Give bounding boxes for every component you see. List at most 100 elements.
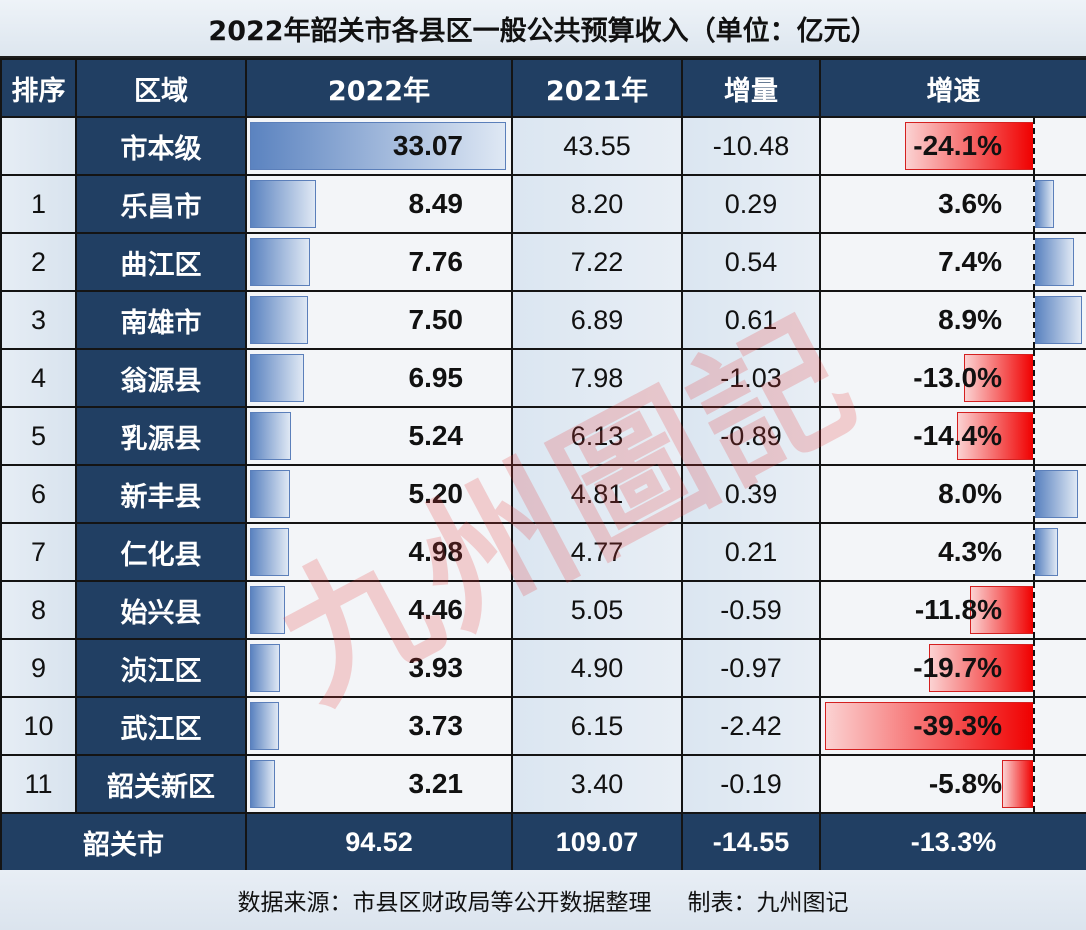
area-cell: 韶关新区: [75, 754, 247, 814]
footer-note: 数据来源：市县区财政局等公开数据整理 制表：九州图记: [0, 870, 1086, 930]
revenue-data-bar: [250, 470, 290, 518]
negative-growth-bar: [964, 354, 1033, 402]
total-area: 韶关市: [0, 812, 247, 872]
revenue-2021-cell: 6.89: [511, 290, 683, 350]
rank-cell: [0, 116, 77, 176]
header-rank: 排序: [0, 58, 77, 118]
revenue-2022-value: 4.46: [408, 594, 464, 625]
rank-cell: 10: [0, 696, 77, 756]
increase-cell: -0.19: [681, 754, 821, 814]
growth-cell: 4.3%: [819, 522, 1086, 582]
revenue-2022-cell: 4.46: [245, 580, 513, 640]
negative-growth-bar: [957, 412, 1033, 460]
growth-axis-line: [1033, 757, 1035, 811]
revenue-2021-cell: 7.98: [511, 348, 683, 408]
growth-cell: 7.4%: [819, 232, 1086, 292]
increase-cell: -0.97: [681, 638, 821, 698]
revenue-2021-cell: 5.05: [511, 580, 683, 640]
growth-axis-line: [1033, 293, 1035, 347]
revenue-data-bar: [250, 238, 310, 286]
growth-value: 8.9%: [938, 304, 1002, 335]
table-row: 5 乳源县 5.24 6.13 -0.89 -14.4%: [0, 406, 1086, 466]
revenue-2022-cell: 4.98: [245, 522, 513, 582]
revenue-data-bar: [250, 412, 291, 460]
header-increase: 增量: [681, 58, 821, 118]
revenue-data-bar: [250, 180, 316, 228]
footer-author: 制表：九州图记: [687, 890, 849, 916]
data-table: 排序 区域 2022年 2021年 增量 增速 市本级 33.07 43.55 …: [0, 58, 1086, 872]
positive-growth-bar: [1035, 180, 1054, 228]
growth-cell: 3.6%: [819, 174, 1086, 234]
table-row: 市本级 33.07 43.55 -10.48 -24.1%: [0, 116, 1086, 176]
negative-growth-bar: [825, 702, 1033, 750]
growth-cell: -5.8%: [819, 754, 1086, 814]
rank-cell: 9: [0, 638, 77, 698]
revenue-2021-cell: 43.55: [511, 116, 683, 176]
growth-cell: 8.9%: [819, 290, 1086, 350]
table-row: 11 韶关新区 3.21 3.40 -0.19 -5.8%: [0, 754, 1086, 814]
area-cell: 南雄市: [75, 290, 247, 350]
positive-growth-bar: [1035, 470, 1078, 518]
revenue-2021-cell: 6.13: [511, 406, 683, 466]
revenue-data-bar: [250, 586, 285, 634]
negative-growth-bar: [1002, 760, 1033, 808]
increase-cell: 0.39: [681, 464, 821, 524]
growth-value: -11.8%: [914, 594, 1002, 625]
revenue-data-bar: [250, 760, 275, 808]
revenue-2022-cell: 5.24: [245, 406, 513, 466]
growth-cell: -39.3%: [819, 696, 1086, 756]
header-2022: 2022年: [245, 58, 513, 118]
total-increase: -14.55: [681, 812, 821, 872]
growth-value: 7.4%: [938, 246, 1002, 277]
area-cell: 始兴县: [75, 580, 247, 640]
total-row: 韶关市 94.52 109.07 -14.55 -13.3%: [0, 812, 1086, 872]
growth-axis-line: [1033, 583, 1035, 637]
positive-growth-bar: [1035, 528, 1058, 576]
increase-cell: -0.59: [681, 580, 821, 640]
rank-cell: 4: [0, 348, 77, 408]
growth-cell: -19.7%: [819, 638, 1086, 698]
growth-value: -13.0%: [913, 362, 1002, 393]
growth-axis-line: [1033, 177, 1035, 231]
growth-axis-line: [1033, 235, 1035, 289]
area-cell: 曲江区: [75, 232, 247, 292]
growth-axis-line: [1033, 351, 1035, 405]
increase-cell: -0.89: [681, 406, 821, 466]
table-row: 4 翁源县 6.95 7.98 -1.03 -13.0%: [0, 348, 1086, 408]
increase-cell: 0.61: [681, 290, 821, 350]
increase-cell: -1.03: [681, 348, 821, 408]
rank-cell: 1: [0, 174, 77, 234]
table-row: 10 武江区 3.73 6.15 -2.42 -39.3%: [0, 696, 1086, 756]
footer-source: 数据来源：市县区财政局等公开数据整理: [237, 890, 652, 916]
positive-growth-bar: [1035, 238, 1074, 286]
revenue-data-bar: [250, 354, 304, 402]
revenue-2022-value: 5.24: [408, 420, 464, 451]
increase-cell: 0.29: [681, 174, 821, 234]
revenue-2021-cell: 8.20: [511, 174, 683, 234]
growth-cell: -11.8%: [819, 580, 1086, 640]
table-row: 6 新丰县 5.20 4.81 0.39 8.0%: [0, 464, 1086, 524]
revenue-2022-cell: 8.49: [245, 174, 513, 234]
growth-value: 4.3%: [938, 536, 1002, 567]
header-area: 区域: [75, 58, 247, 118]
revenue-2022-cell: 7.50: [245, 290, 513, 350]
revenue-data-bar: [250, 122, 506, 170]
negative-growth-bar: [905, 122, 1033, 170]
growth-value: -5.8%: [928, 768, 1002, 799]
growth-value: 3.6%: [938, 188, 1002, 219]
table-row: 3 南雄市 7.50 6.89 0.61 8.9%: [0, 290, 1086, 350]
positive-growth-bar: [1035, 296, 1082, 344]
negative-growth-bar: [929, 644, 1033, 692]
chart-title: 2022年韶关市各县区一般公共预算收入（单位：亿元）: [0, 0, 1086, 58]
growth-axis-line: [1033, 699, 1035, 753]
revenue-2022-cell: 33.07: [245, 116, 513, 176]
revenue-data-bar: [250, 528, 289, 576]
revenue-2022-value: 7.76: [408, 246, 464, 277]
increase-cell: -2.42: [681, 696, 821, 756]
area-cell: 仁化县: [75, 522, 247, 582]
total-2021: 109.07: [511, 812, 683, 872]
revenue-2022-value: 3.21: [408, 768, 464, 799]
revenue-data-bar: [250, 702, 279, 750]
revenue-data-bar: [250, 644, 280, 692]
